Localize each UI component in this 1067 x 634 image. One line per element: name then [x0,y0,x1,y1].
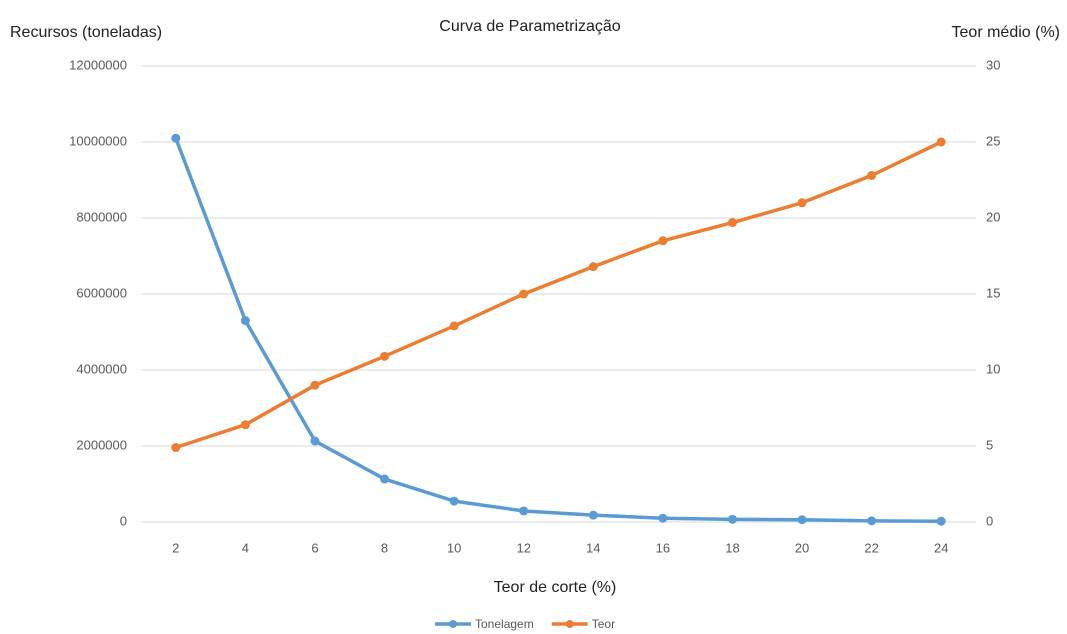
data-point [727,218,737,228]
data-point [449,321,459,331]
legend-marker [449,620,457,628]
y2-tick-label: 30 [986,57,1000,72]
y2-tick-label: 25 [986,133,1000,148]
data-point [658,236,668,246]
y-tick-label: 10000000 [69,133,127,148]
data-point [797,515,807,525]
x-tick-label: 8 [381,540,388,555]
y-tick-label: 12000000 [69,57,127,72]
legend-marker [565,620,574,628]
x-tick-label: 14 [586,540,600,555]
series-line [174,137,942,523]
y2-tick-label: 20 [986,209,1000,224]
data-point [519,289,529,299]
data-point [240,316,250,326]
data-point [519,506,529,516]
data-point [310,380,320,390]
x-tick-label: 20 [795,540,809,555]
x-tick-label: 22 [864,540,878,555]
y2-tick-label: 0 [986,513,993,528]
y-tick-label: 2000000 [76,437,127,452]
x-tick-label: 16 [656,540,670,555]
data-point [727,514,737,524]
y2-tick-label: 10 [986,361,1000,376]
data-point [936,137,946,147]
x-tick-label: 18 [725,540,739,555]
x-axis-title: Teor de corte (%) [494,579,617,596]
data-point [658,513,668,523]
x-tick-label: 6 [311,540,318,555]
data-point [380,474,390,484]
data-point [588,510,598,520]
y2-axis-title: Teor médio (%) [952,24,1060,41]
y-tick-label: 4000000 [76,361,127,376]
x-tick-label: 10 [447,540,461,555]
data-point [310,436,320,446]
data-point [936,516,946,526]
data-point [380,351,390,361]
data-point [449,496,459,506]
x-tick-label: 12 [516,540,530,555]
y-tick-label: 8000000 [76,209,127,224]
data-point [867,516,877,526]
y-tick-label: 6000000 [76,285,127,300]
data-point [797,198,807,208]
x-tick-label: 24 [934,540,948,555]
data-point [171,443,181,453]
y-axis-title: Recursos (toneladas) [10,24,162,41]
x-tick-label: 4 [242,540,249,555]
data-point [867,170,877,180]
legend-label: Teor [592,617,615,631]
data-point [171,133,181,143]
y2-tick-label: 15 [986,285,1000,300]
data-point [588,262,598,272]
x-tick-label: 2 [172,540,179,555]
data-point [240,420,250,430]
y2-tick-label: 5 [986,437,993,452]
legend-label: Tonelagem [475,617,534,631]
y-tick-label: 0 [120,513,127,528]
chart-title: Curva de Parametrização [439,18,621,35]
series-line [175,140,942,450]
